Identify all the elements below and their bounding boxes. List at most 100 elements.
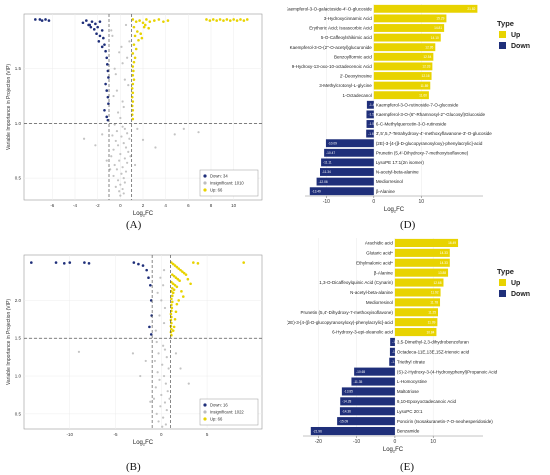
point-insignificant (119, 152, 122, 156)
point-up (136, 30, 139, 33)
point-insignificant (167, 367, 170, 370)
bar-value-label: 11.89 (421, 84, 429, 88)
point-up (205, 18, 208, 21)
bar-category-label: Benzamide (397, 429, 420, 434)
point-insignificant (120, 135, 123, 138)
legend-title: Type (497, 267, 514, 276)
point-up (170, 300, 174, 304)
bar-up (394, 308, 438, 317)
legend-label: Up (511, 32, 520, 39)
bar-category-label: N-acetyl-beta-alanine (376, 170, 419, 175)
point-up (189, 282, 192, 286)
bar-value-label: -11.11 (323, 161, 332, 165)
point-up (215, 19, 218, 22)
point-insignificant (163, 348, 167, 351)
bar-value-label: 11.92 (431, 291, 439, 295)
point-insignificant (110, 29, 113, 32)
point-up (139, 32, 143, 35)
point-up (172, 274, 176, 278)
point-up (170, 286, 174, 290)
point-up (228, 19, 232, 22)
point-insignificant (118, 159, 121, 162)
bar-category-label: Ethylmalonic acid* (356, 260, 393, 265)
point-insignificant (114, 73, 117, 76)
point-up (169, 312, 173, 316)
bar-down (390, 337, 395, 347)
point-insignificant (162, 284, 165, 287)
point-up (147, 26, 150, 30)
point-down (145, 268, 148, 272)
bar-category-label: 3',5',5,7-Tetrahydroxy-4'-methoxyflavano… (376, 131, 492, 136)
bar-up (373, 43, 436, 52)
point-up (138, 19, 141, 22)
legend-marker (203, 403, 207, 407)
bar-value-label: 14.81 (434, 26, 442, 30)
point-insignificant (111, 134, 114, 137)
point-insignificant (155, 412, 158, 415)
point-insignificant (152, 397, 156, 400)
bar-down (339, 407, 395, 416)
bar-category-label: Mediorresinol (376, 179, 403, 184)
point-up (170, 327, 173, 331)
point-insignificant (109, 168, 112, 171)
bar-down (321, 158, 374, 167)
point-up (143, 23, 147, 27)
point-up (132, 43, 136, 46)
y-tick-label: 1.0 (15, 374, 22, 379)
point-insignificant (124, 170, 128, 173)
point-insignificant (157, 352, 160, 355)
bar-value-label: -1.30 (392, 350, 399, 354)
point-up (132, 78, 136, 81)
point-insignificant (163, 401, 167, 404)
point-up (171, 329, 175, 332)
bar-up (373, 24, 445, 32)
point-up (131, 52, 135, 55)
bar-chart-e: -20 -10 0 10 16.49 Arachidic acid 14.33 Glutari… (287, 238, 530, 454)
point-down (147, 276, 150, 279)
point-up (181, 270, 184, 273)
bar-up (394, 288, 441, 297)
point-insignificant (154, 146, 157, 149)
point-insignificant (165, 408, 168, 412)
bar-value-label: 16.49 (448, 241, 456, 245)
point-down (54, 261, 58, 264)
point-up (131, 91, 135, 95)
bar-category-label: β-Alanine (376, 189, 396, 194)
point-insignificant (161, 425, 164, 428)
y-axis-label: Variable Importance in Projection (VIP) (6, 64, 12, 150)
point-insignificant (111, 34, 114, 37)
x-tick-label: 10 (419, 199, 425, 205)
point-down (98, 20, 102, 23)
x-tick-label: -20 (315, 439, 322, 445)
point-insignificant (110, 155, 113, 158)
legend-label: Up (511, 280, 520, 287)
point-insignificant (77, 350, 81, 353)
point-insignificant (162, 269, 166, 272)
point-insignificant (158, 378, 161, 381)
point-insignificant (113, 123, 116, 126)
bar-value-label: 11.25 (428, 310, 436, 314)
point-down (106, 63, 109, 66)
point-down (38, 18, 42, 21)
point-up (177, 267, 180, 270)
point-up (245, 18, 249, 21)
bar-value-label: -14.28 (342, 400, 351, 404)
point-up (133, 34, 137, 38)
point-up (196, 262, 200, 265)
point-insignificant (161, 363, 164, 366)
point-down (97, 40, 101, 43)
point-insignificant (128, 40, 131, 43)
bar-value-label: -14.36 (342, 409, 351, 413)
point-down (88, 23, 92, 27)
bar-category-label: Benzoylformic acid (334, 54, 372, 59)
point-down (62, 262, 66, 265)
bar-value-label: -1.48 (391, 360, 398, 364)
point-up (170, 297, 173, 301)
y-tick-label: 2.0 (15, 298, 22, 303)
bar-category-label: 1-Octadecanol (343, 93, 372, 98)
bar-category-label: (2E)-3-[4-(β-D-glucopyranosyloxy)-phenyl… (287, 320, 393, 325)
point-down (132, 261, 136, 264)
bar-down (337, 417, 395, 426)
point-up (170, 273, 174, 276)
bar-down (366, 129, 374, 138)
